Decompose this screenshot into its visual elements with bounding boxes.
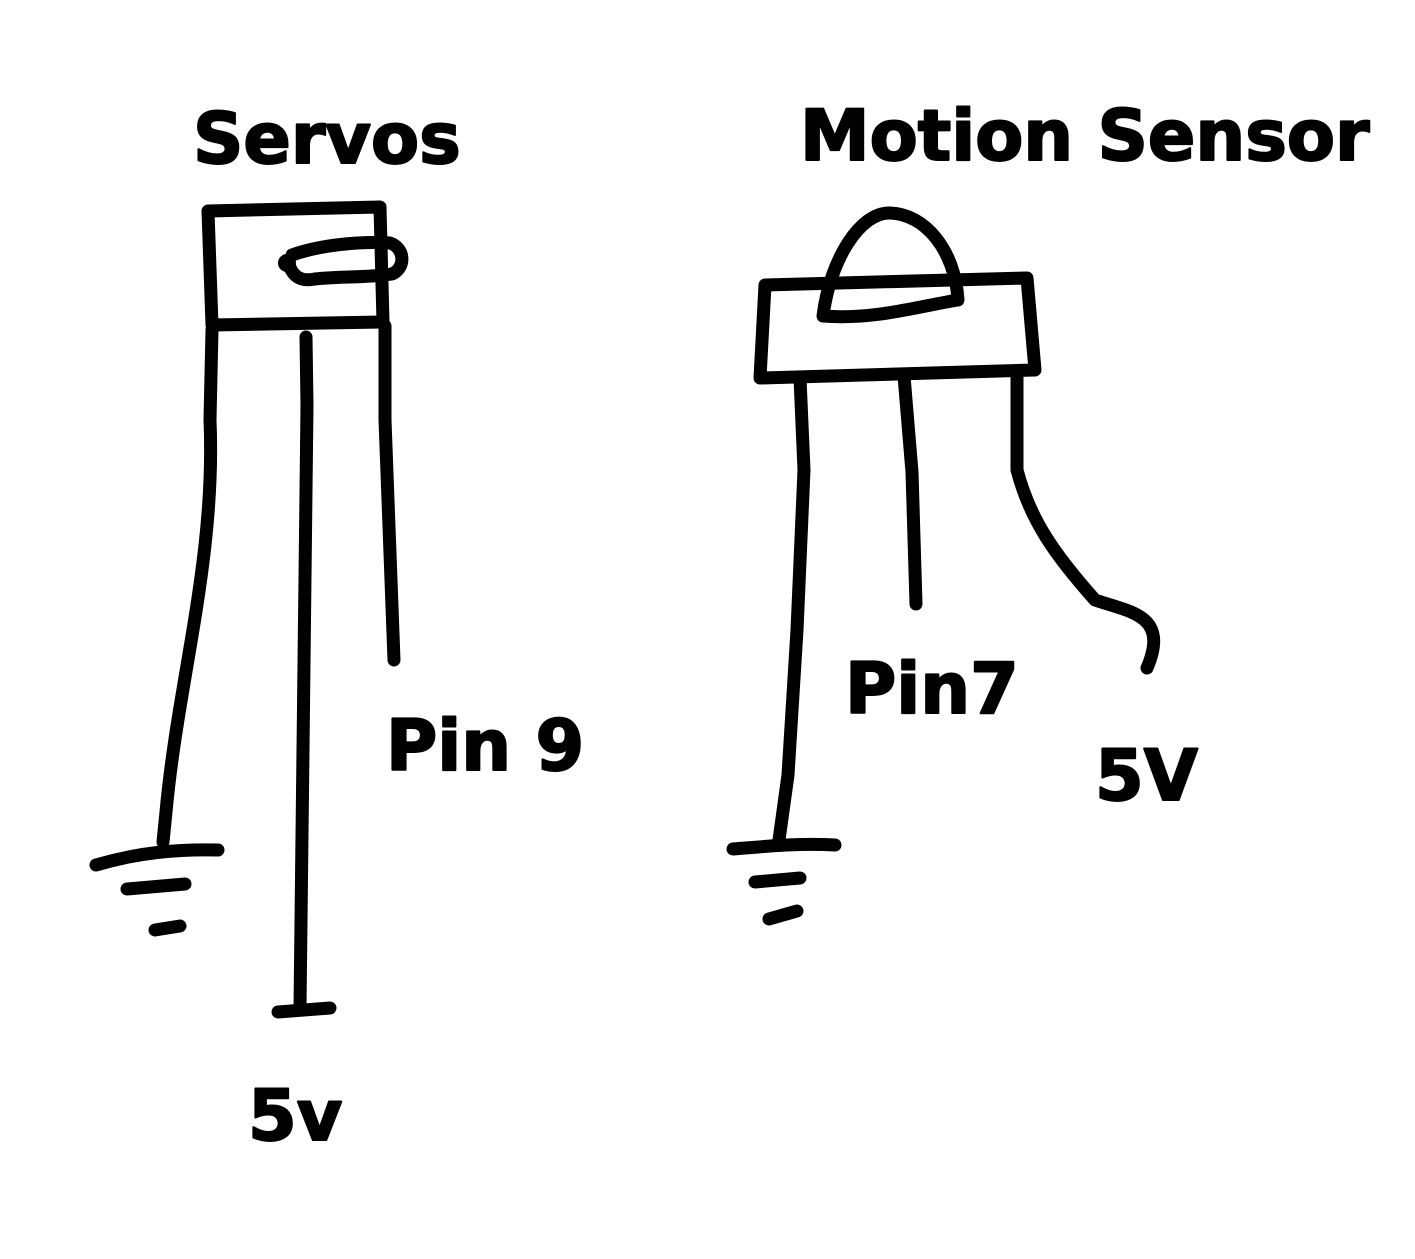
motion-sensor-signal-label: Pin7 <box>845 648 1019 730</box>
servo-power-terminal <box>271 1001 337 1019</box>
servo-power-label: 5v <box>248 1075 342 1157</box>
servo-signal-label: Pin 9 <box>386 705 584 787</box>
servo-horn-icon <box>278 236 409 287</box>
servo-title: Servos <box>193 98 461 180</box>
motion-sensor-group: Motion Sensor Pin7 5V <box>726 94 1371 926</box>
motion-sensor-ground-wire <box>772 371 811 847</box>
motion-sensor-power-label: 5V <box>1095 735 1198 817</box>
servo-group: Servos Pin 9 5v <box>89 97 585 1158</box>
servo-signal-wire <box>378 319 401 667</box>
motion-sensor-title: Motion Sensor <box>800 95 1370 177</box>
servo-ground-wire <box>156 323 219 849</box>
motion-sensor-ground-symbol-icon <box>726 837 842 926</box>
motion-sensor-board <box>753 271 1042 385</box>
motion-sensor-power-wire <box>1010 368 1161 675</box>
servo-power-wire <box>293 330 314 1015</box>
motion-sensor-dome-icon <box>816 206 965 324</box>
servo-ground-symbol-icon <box>89 843 225 937</box>
motion-sensor-signal-wire <box>897 369 923 611</box>
